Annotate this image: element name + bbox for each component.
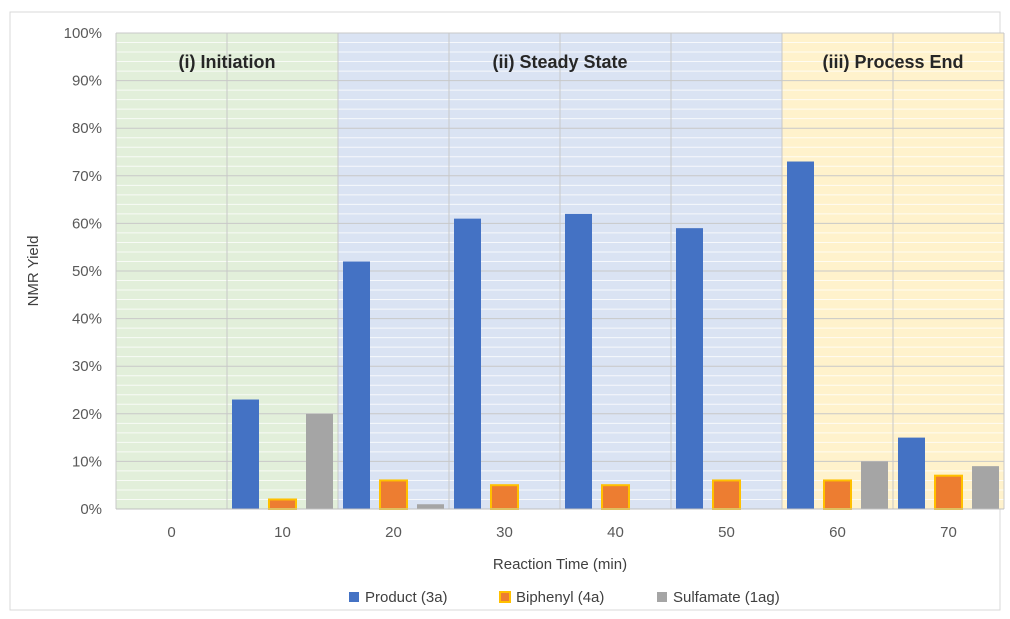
bar-biphenyl-4a-60 [823,479,852,511]
legend-label-3: Sulfamate (1ag) [673,589,780,606]
phase-label-2: (ii) Steady State [492,52,627,72]
y-tick-label: 80% [72,120,102,137]
x-tick-label: 10 [274,524,291,541]
y-tick-label: 30% [72,358,102,375]
bar-product-3a-50 [676,228,703,509]
y-tick-label: 40% [72,311,102,328]
phase-label-3: (iii) Process End [822,52,963,72]
bar-product-3a-40 [565,213,592,509]
category-dividers [115,33,1005,509]
bars [232,161,999,511]
x-tick-label: 0 [167,524,175,541]
x-axis-ticks: 0 10 20 30 40 50 60 70 [167,524,957,541]
y-tick-label: 20% [72,406,102,423]
y-tick-label: 70% [72,168,102,185]
x-tick-label: 20 [385,524,402,541]
bar-biphenyl-4a-70 [934,474,963,510]
y-tick-label: 60% [72,215,102,232]
bar-product-3a-30 [454,218,481,509]
bar-sulfamate-1ag-60 [861,461,888,509]
bar-sulfamate-1ag-20 [417,504,444,509]
y-axis-ticks: 0% 10% 20% 30% 40% 50% 60% 70% 80% 90% 100% [64,25,102,518]
x-tick-label: 30 [496,524,513,541]
legend-label-2: Biphenyl (4a) [516,589,604,606]
y-axis-title: NMR Yield [25,236,42,307]
x-tick-label: 40 [607,524,624,541]
legend-label-1: Product (3a) [365,589,448,606]
y-tick-label: 50% [72,263,102,280]
x-axis-title: Reaction Time (min) [493,556,627,573]
phase-label-1: (i) Initiation [179,52,276,72]
legend: Product (3a) Biphenyl (4a) Sulfamate (1ag) [349,589,780,606]
x-tick-label: 60 [829,524,846,541]
x-tick-label: 50 [718,524,735,541]
bar-product-3a-10 [232,399,259,509]
bar-biphenyl-4a-30 [490,484,519,511]
phase-labels: (i) Initiation (ii) Steady State (iii) Pro… [179,52,964,72]
x-tick-label: 70 [940,524,957,541]
bar-product-3a-20 [343,261,370,509]
y-tick-label: 100% [64,25,102,42]
y-tick-label: 10% [72,453,102,470]
bar-product-3a-60 [787,161,814,509]
bar-product-3a-70 [898,437,925,509]
bar-biphenyl-4a-50 [712,479,741,511]
legend-swatch-3 [657,592,667,602]
y-tick-label: 90% [72,73,102,90]
legend-swatch-2 [499,591,511,603]
bar-biphenyl-4a-10 [268,498,297,511]
bar-biphenyl-4a-40 [601,484,630,511]
y-tick-label: 0% [80,501,102,518]
bar-sulfamate-1ag-70 [972,466,999,509]
bar-biphenyl-4a-20 [379,479,408,511]
bar-sulfamate-1ag-10 [306,413,333,509]
legend-swatch-1 [349,592,359,602]
